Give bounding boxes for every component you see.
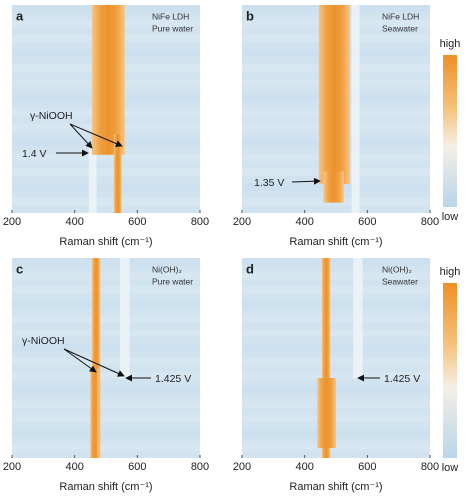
arrow <box>69 123 123 147</box>
x-axis-label: Raman shift (cm⁻¹) <box>59 481 152 493</box>
colorbar-low: low <box>442 211 459 223</box>
texture-stripe <box>242 272 430 280</box>
texture-stripe <box>242 315 430 323</box>
x-tick-label: 600 <box>128 216 146 228</box>
annotation: 1.425 V <box>155 373 191 385</box>
texture-stripe <box>12 286 200 294</box>
intensity-band <box>91 258 101 458</box>
x-axis-label: Raman shift (cm⁻¹) <box>289 236 382 248</box>
x-tick-label: 200 <box>233 461 251 473</box>
light-streak <box>353 258 363 378</box>
texture-stripe <box>242 372 430 380</box>
arrow <box>63 348 125 377</box>
x-tick-label: 800 <box>421 461 439 473</box>
texture-stripe <box>12 329 200 337</box>
intensity-band <box>91 5 125 155</box>
texture-stripe <box>12 258 200 266</box>
texture-stripe <box>12 372 200 380</box>
texture-stripe <box>12 415 200 423</box>
panel-title: Ni(OH)₂ <box>152 264 182 274</box>
panel: d Ni(OH)₂ Seawater 200 400 600 800 Raman shift … <box>233 258 461 493</box>
texture-stripe <box>242 258 430 266</box>
texture-stripe <box>242 300 430 308</box>
texture-stripe <box>12 272 200 280</box>
intensity-band <box>90 368 100 458</box>
panel-subtitle: Seawater <box>382 23 418 33</box>
texture-stripe <box>12 153 200 161</box>
x-tick-label: 400 <box>65 216 83 228</box>
panel-letter: c <box>16 261 23 276</box>
panel-title: NiFe LDH <box>152 11 189 21</box>
texture-stripe <box>12 443 200 451</box>
panel-title: NiFe LDH <box>382 11 419 21</box>
x-axis-label: Raman shift (cm⁻¹) <box>289 481 382 493</box>
texture-stripe <box>12 315 200 323</box>
light-streak <box>88 146 97 213</box>
texture-stripe <box>12 343 200 351</box>
annotation: 1.35 V <box>254 177 284 189</box>
panel-letter: a <box>16 8 24 23</box>
panel-subtitle: Seawater <box>382 276 418 286</box>
texture-stripe <box>12 386 200 394</box>
texture-stripe <box>12 358 200 366</box>
texture-stripe <box>12 168 200 176</box>
x-tick-label: 200 <box>233 216 251 228</box>
intensity-band <box>323 171 344 203</box>
x-tick-label: 400 <box>295 216 313 228</box>
panel: a NiFe LDH Pure water 200 400 600 800 Raman shi… <box>3 5 209 248</box>
panel: b NiFe LDH Seawater 200 400 600 800 Raman shift… <box>233 5 461 248</box>
texture-stripe <box>242 286 430 294</box>
annotation: 1.425 V <box>384 373 420 385</box>
annotation: γ-NiOOH <box>22 335 65 347</box>
x-tick-label: 800 <box>421 216 439 228</box>
arrow <box>69 123 93 149</box>
x-axis-label: Raman shift (cm⁻¹) <box>59 236 152 248</box>
intensity-band <box>317 378 336 448</box>
colorbar-high: high <box>440 38 461 50</box>
panel-subtitle: Pure water <box>152 23 193 33</box>
x-tick-label: 600 <box>128 461 146 473</box>
annotation: 1.4 V <box>22 148 47 160</box>
texture-stripe <box>12 429 200 437</box>
light-streak <box>351 5 360 213</box>
intensity-band <box>113 133 122 213</box>
panels: a NiFe LDH Pure water 200 400 600 800 Raman shi… <box>3 5 461 493</box>
panel-subtitle: Pure water <box>152 276 193 286</box>
texture-stripe <box>12 183 200 191</box>
colorbar <box>443 283 457 458</box>
texture-stripe <box>12 198 200 206</box>
x-tick-label: 600 <box>358 216 376 228</box>
x-tick-label: 400 <box>65 461 83 473</box>
intensity-band <box>321 258 331 458</box>
x-tick-label: 800 <box>191 461 209 473</box>
panel-letter: d <box>246 261 254 276</box>
colorbar <box>443 55 457 207</box>
texture-stripe <box>242 329 430 337</box>
annotation: γ-NiOOH <box>30 110 73 122</box>
arrow <box>291 177 321 185</box>
x-tick-label: 200 <box>3 216 21 228</box>
x-tick-label: 800 <box>191 216 209 228</box>
light-streak <box>120 258 130 378</box>
panel-title: Ni(OH)₂ <box>382 264 412 274</box>
colorbar-low: low <box>442 462 459 474</box>
texture-stripe <box>12 400 200 408</box>
texture-stripe <box>242 358 430 366</box>
colorbar-high: high <box>440 266 461 278</box>
panel-letter: b <box>246 8 254 23</box>
arrow <box>63 348 97 373</box>
texture-stripe <box>12 300 200 308</box>
x-tick-label: 200 <box>3 461 21 473</box>
intensity-band <box>318 5 351 184</box>
x-tick-label: 400 <box>295 461 313 473</box>
panel: c Ni(OH)₂ Pure water 200 400 600 800 Raman shif… <box>3 258 209 493</box>
annotations: γ-NiOOH 1.4 V 1.35 V γ-NiOOH 1.425 V 1.4… <box>22 110 420 385</box>
texture-stripe <box>242 343 430 351</box>
x-tick-label: 600 <box>358 461 376 473</box>
